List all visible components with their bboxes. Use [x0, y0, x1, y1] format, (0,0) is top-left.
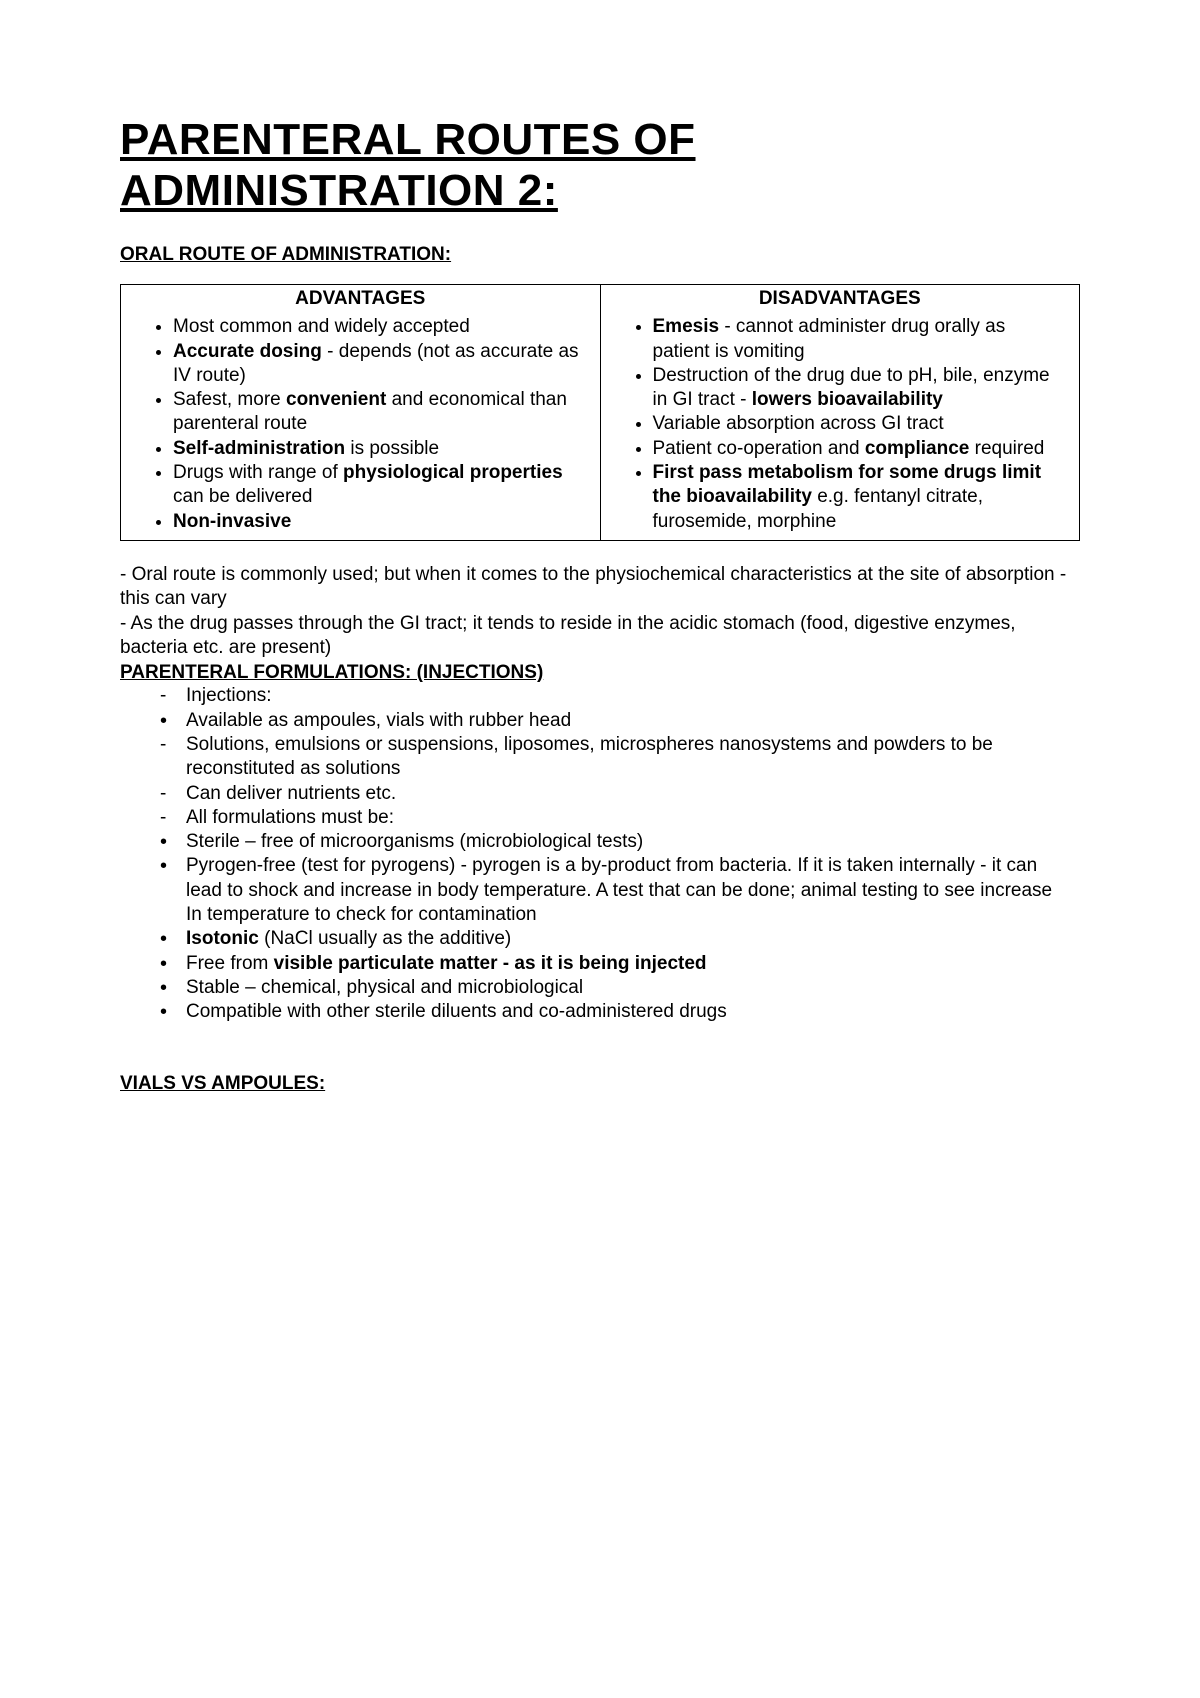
list-item: Destruction of the drug due to pH, bile,… — [653, 364, 1070, 413]
list-item: Accurate dosing - depends (not as accura… — [173, 340, 590, 389]
advantages-header: ADVANTAGES — [121, 285, 601, 312]
list-item: Free from visible particulate matter - a… — [186, 952, 1080, 976]
disadvantages-header: DISADVANTAGES — [600, 285, 1080, 312]
list-item: Available as ampoules, vials with rubber… — [186, 709, 1080, 733]
list-item: Patient co-operation and compliance requ… — [653, 437, 1070, 461]
oral-route-heading: ORAL ROUTE OF ADMINISTRATION: — [120, 244, 1080, 266]
disadvantages-list: Emesis - cannot administer drug orally a… — [611, 315, 1070, 534]
list-item: Isotonic (NaCl usually as the additive) — [186, 927, 1080, 951]
note-line-1: - Oral route is commonly used; but when … — [120, 563, 1080, 612]
disadvantages-cell: Emesis - cannot administer drug orally a… — [600, 311, 1080, 540]
list-item: Non-invasive — [173, 510, 590, 534]
list-item: First pass metabolism for some drugs lim… — [653, 461, 1070, 534]
page-title: PARENTERAL ROUTES OF ADMINISTRATION 2: — [120, 115, 1080, 216]
note-line-2: - As the drug passes through the GI trac… — [120, 612, 1080, 661]
advantages-list: Most common and widely acceptedAccurate … — [131, 315, 590, 534]
list-item: Compatible with other sterile diluents a… — [186, 1000, 1080, 1024]
list-item: Pyrogen-free (test for pyrogens) - pyrog… — [186, 854, 1080, 927]
list-item: Injections: — [186, 684, 1080, 708]
list-item: Emesis - cannot administer drug orally a… — [653, 315, 1070, 364]
list-item: Safest, more convenient and economical t… — [173, 388, 590, 437]
formulations-list: Injections:Available as ampoules, vials … — [120, 684, 1080, 1024]
table-header-row: ADVANTAGES DISADVANTAGES — [121, 285, 1080, 312]
list-item: Can deliver nutrients etc. — [186, 782, 1080, 806]
advantages-cell: Most common and widely acceptedAccurate … — [121, 311, 601, 540]
table-body-row: Most common and widely acceptedAccurate … — [121, 311, 1080, 540]
parenteral-formulations-heading: PARENTERAL FORMULATIONS: (INJECTIONS) — [120, 662, 1080, 684]
vials-vs-ampoules-heading: VIALS VS AMPOULES: — [120, 1073, 1080, 1095]
list-item: Most common and widely accepted — [173, 315, 590, 339]
list-item: Solutions, emulsions or suspensions, lip… — [186, 733, 1080, 782]
list-item: Stable – chemical, physical and microbio… — [186, 976, 1080, 1000]
list-item: Self-administration is possible — [173, 437, 590, 461]
advantages-disadvantages-table: ADVANTAGES DISADVANTAGES Most common and… — [120, 284, 1080, 541]
list-item: Variable absorption across GI tract — [653, 412, 1070, 436]
list-item: All formulations must be: — [186, 806, 1080, 830]
notes-block: - Oral route is commonly used; but when … — [120, 563, 1080, 660]
list-item: Drugs with range of physiological proper… — [173, 461, 590, 510]
list-item: Sterile – free of microorganisms (microb… — [186, 830, 1080, 854]
